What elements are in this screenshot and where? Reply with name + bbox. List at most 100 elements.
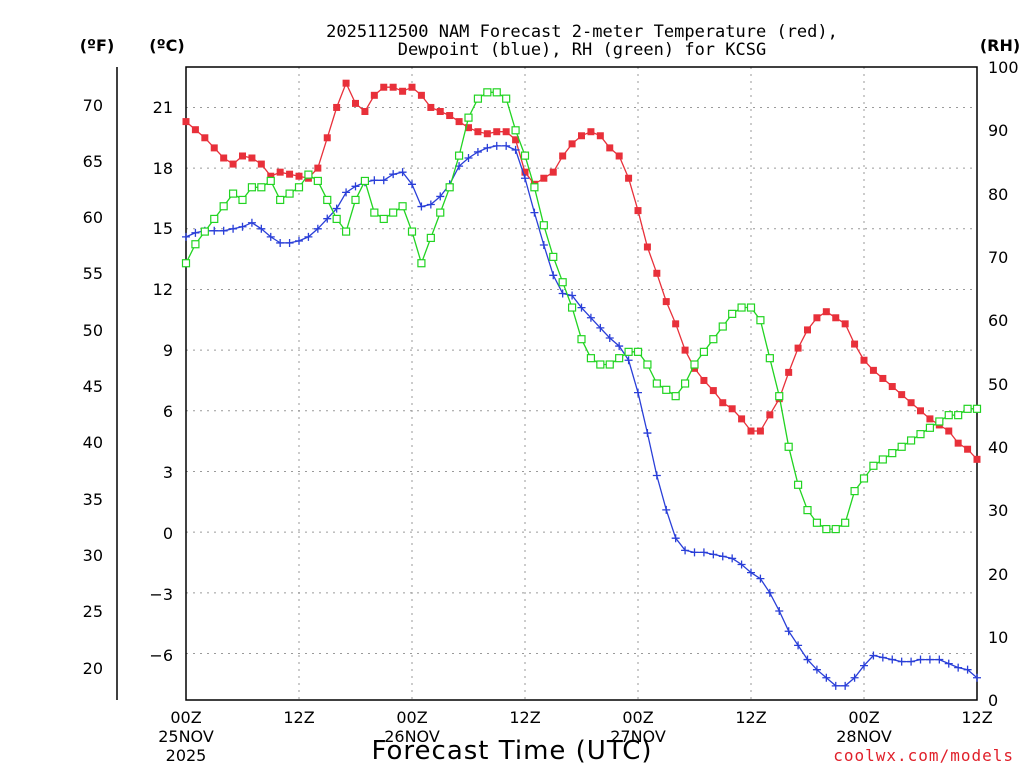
rh-point <box>671 392 680 401</box>
temperature-point <box>822 308 830 316</box>
dewpoint-point <box>765 588 774 597</box>
temperature-point <box>917 407 924 415</box>
dewpoint-point <box>831 681 840 690</box>
rh-point <box>605 360 614 369</box>
temperature-point <box>860 356 868 364</box>
temperature-point <box>257 160 265 168</box>
rh-point <box>652 379 661 388</box>
temperature-point <box>747 427 755 435</box>
dewpoint-point <box>869 651 878 660</box>
dewpoint-point <box>323 214 332 223</box>
rh-point <box>643 360 652 369</box>
dewpoint-point <box>295 236 303 245</box>
rh-point <box>624 347 633 356</box>
dewpoint-point <box>351 182 360 191</box>
rh-point <box>191 240 200 249</box>
fahrenheit-tick-label: 30 <box>83 546 103 565</box>
temperature-point <box>248 154 256 162</box>
rh-point <box>916 430 925 439</box>
dewpoint-point <box>408 180 416 189</box>
dewpoint-point <box>502 141 511 150</box>
dewpoint-point <box>681 546 690 555</box>
dewpoint-point <box>304 232 313 241</box>
celsius-tick-label: 15 <box>153 219 173 238</box>
temperature-point <box>672 320 680 328</box>
dewpoint-point <box>775 607 784 616</box>
dewpoint-point <box>605 333 614 342</box>
dewpoint-point <box>229 224 238 233</box>
rh-point <box>850 487 859 496</box>
rh-point <box>558 278 567 287</box>
time-axis: 00Z 25NOV 2025 12Z 00Z 26NOV 12Z 00Z 27N… <box>158 708 992 765</box>
rh-point <box>294 183 304 192</box>
rh-point <box>728 309 737 318</box>
temperature-point <box>813 314 821 322</box>
fahrenheit-tick-label: 40 <box>83 433 103 452</box>
temperature-point <box>295 172 303 180</box>
celsius-unit-label: (ºC) <box>149 36 184 55</box>
dewpoint-point <box>389 170 398 179</box>
time-tick-date: 26NOV <box>384 727 440 746</box>
dewpoint-point <box>718 552 727 561</box>
rh-point <box>944 411 953 420</box>
dewpoint-point <box>266 232 275 241</box>
temperature-point <box>314 164 322 172</box>
temperature-point <box>756 427 764 435</box>
dewpoint-point <box>379 176 388 185</box>
rh-tick-label: 90 <box>988 121 1008 140</box>
dewpoint-point <box>191 228 200 237</box>
fahrenheit-unit-label: (ºF) <box>80 36 115 55</box>
dewpoint-point <box>850 673 859 682</box>
celsius-axis: 21 18 15 12 9 6 3 0 −3 −6 <box>149 98 173 665</box>
rh-point <box>219 202 228 211</box>
rh-point <box>803 506 812 515</box>
dewpoint-point <box>210 226 219 235</box>
rh-point <box>633 347 643 356</box>
dewpoint-point <box>954 663 963 672</box>
dewpoint-point <box>521 174 529 183</box>
rh-tick-label: 50 <box>988 375 1008 394</box>
celsius-tick-label: 3 <box>163 463 173 482</box>
temperature-point <box>587 128 595 136</box>
rh-tick-label: 60 <box>988 311 1008 330</box>
dewpoint-point <box>878 653 887 662</box>
dewpoint-point <box>426 200 435 209</box>
temperature-point <box>436 107 444 115</box>
dewpoint-point <box>276 238 285 247</box>
dewpoint-point <box>652 471 661 480</box>
dewpoint-point <box>709 550 718 559</box>
dewpoint-point <box>473 147 482 156</box>
rh-point <box>276 195 285 205</box>
dewpoint-point <box>784 627 793 636</box>
temperature-point <box>888 383 896 391</box>
time-tick-label: 00Z <box>396 708 427 727</box>
rh-point <box>822 524 831 534</box>
time-tick-label: 00Z <box>848 708 879 727</box>
credit-text: coolwx.com/models <box>833 746 1014 765</box>
dewpoint-point <box>803 655 812 664</box>
rh-point <box>417 259 426 268</box>
dewpoint-point <box>539 240 548 249</box>
rh-point <box>502 94 511 103</box>
dewpoint-point <box>313 224 322 233</box>
dewpoint-line <box>185 145 978 687</box>
dewpoint-point <box>944 659 953 668</box>
temperature-point <box>559 152 567 160</box>
rh-point <box>304 170 313 179</box>
rh-point <box>718 322 727 331</box>
fahrenheit-tick-label: 35 <box>83 490 103 509</box>
celsius-tick-label: 12 <box>153 280 173 299</box>
temperature-point <box>700 376 708 384</box>
rh-point <box>577 335 586 344</box>
temperature-point <box>465 124 472 132</box>
rh-point <box>200 227 209 236</box>
rh-point <box>841 518 850 527</box>
rh-point <box>709 335 718 344</box>
temperature-point <box>973 455 981 463</box>
rh-point <box>549 252 558 261</box>
temperature-point <box>182 118 190 126</box>
temperature-point <box>954 439 962 447</box>
rh-point <box>897 442 906 451</box>
dewpoint-point <box>728 554 737 563</box>
